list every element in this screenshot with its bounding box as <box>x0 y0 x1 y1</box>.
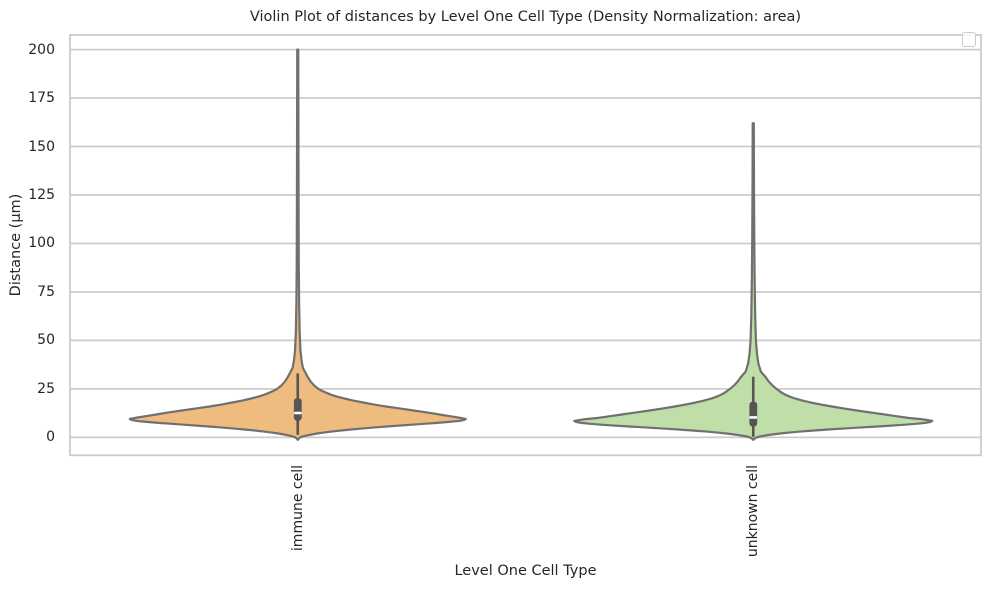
y-tick-label-125: 125 <box>28 187 55 203</box>
x-axis-title: Level One Cell Type <box>454 563 597 579</box>
y-tick-label-150: 150 <box>28 138 55 155</box>
axes-frame <box>69 34 982 457</box>
legend-box <box>962 32 976 47</box>
y-axis-tick-labels: 0 25 50 75 100 125 150 175 200 <box>0 0 55 591</box>
violin-immune-cell <box>128 48 467 441</box>
y-tick-label-175: 175 <box>28 90 55 107</box>
y-tick-label-200: 200 <box>28 41 55 58</box>
x-tick-label-unknown-cell: unknown cell <box>745 465 762 558</box>
boxplot-median-unknown-cell <box>749 416 758 419</box>
y-tick-label-0: 0 <box>46 429 55 446</box>
violin-unknown-cell <box>573 122 934 441</box>
y-tick-label-75: 75 <box>37 283 55 300</box>
boxplot-median-immune-cell <box>293 411 302 415</box>
y-tick-label-50: 50 <box>37 332 55 349</box>
boxplot-box-immune-cell <box>293 398 302 421</box>
y-tick-label-25: 25 <box>37 380 55 397</box>
x-tick-label-immune-cell: immune cell <box>289 465 306 552</box>
boxplot-box-unknown-cell <box>749 401 758 427</box>
y-axis-title: Distance (μm) <box>8 193 24 297</box>
chart-title: Violin Plot of distances by Level One Ce… <box>249 9 802 25</box>
y-tick-label-100: 100 <box>28 235 55 252</box>
